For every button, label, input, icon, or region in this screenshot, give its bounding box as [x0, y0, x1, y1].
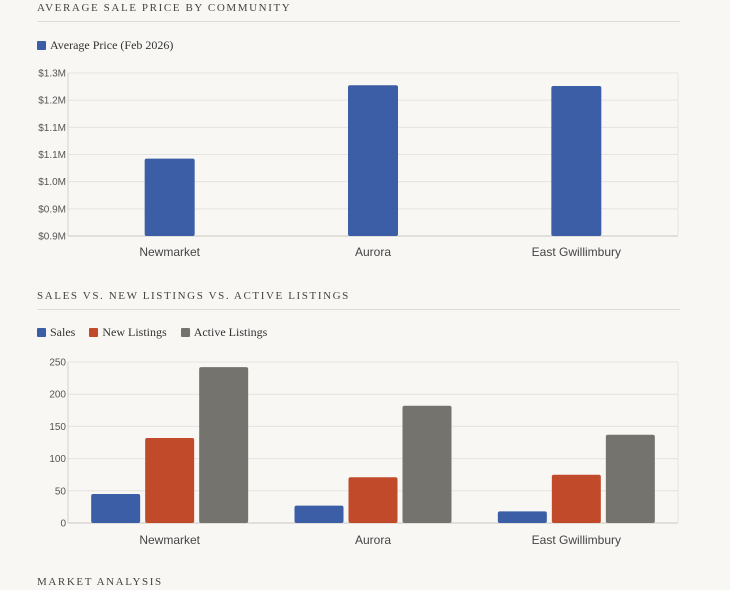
bar [551, 474, 601, 523]
y-tick-label: $1.1M [38, 150, 66, 161]
bar [402, 405, 452, 523]
bar [605, 434, 655, 523]
legend-item: New Listings [89, 325, 167, 340]
y-tick-label: $0.9M [38, 204, 66, 215]
legend-swatch [37, 41, 46, 50]
y-tick-label: $1.3M [38, 69, 66, 80]
legend-swatch [180, 328, 190, 337]
y-tick-label: 200 [49, 390, 66, 401]
y-tick-label: $1.1M [38, 123, 66, 134]
bar [91, 494, 141, 523]
sales-chart-legend: Sales New Listings Active Listings [37, 325, 267, 340]
market-analysis-title: MARKET ANALYSIS [37, 576, 163, 588]
bar [497, 511, 547, 523]
x-tick-label: East Gwillimbury [532, 533, 621, 547]
x-tick-label: Aurora [355, 245, 391, 259]
x-tick-label: Newmarket [139, 533, 200, 547]
sales-bar-chart: 0 50 100 150 200 250 Newmarket Aurora East Gwill… [49, 358, 679, 547]
legend-label: Active Listings [193, 325, 268, 339]
legend-item: Sales [37, 325, 75, 340]
y-tick-label: $1.0M [38, 177, 66, 188]
legend-swatch [89, 328, 99, 337]
x-tick-label: Aurora [355, 533, 391, 547]
bar [348, 85, 398, 236]
y-tick-label: 250 [49, 358, 66, 369]
legend-label: Sales [50, 325, 76, 339]
sales-chart-title: SALES VS. NEW LISTINGS VS. ACTIVE LISTIN… [37, 290, 350, 302]
y-tick-label: $0.9M [38, 232, 66, 243]
x-tick-label: Newmarket [139, 245, 200, 259]
price-bar-chart: $0.9M $0.9M $1.0M $1.1M $1.1M $1.2M $1.3M Newma… [38, 69, 679, 259]
bar [294, 505, 344, 523]
legend-swatch [37, 328, 46, 337]
bar [199, 367, 249, 523]
y-tick-label: 0 [60, 519, 66, 530]
y-tick-label: 150 [49, 422, 66, 433]
price-chart-title: AVERAGE SALE PRICE BY COMMUNITY [37, 2, 292, 14]
legend-label: New Listings [102, 325, 167, 339]
bar [348, 477, 398, 523]
price-chart-legend: Average Price (Feb 2026) [37, 38, 173, 53]
x-tick-label: East Gwillimbury [532, 245, 621, 259]
y-tick-label: $1.2M [38, 96, 66, 107]
y-tick-label: 100 [49, 454, 66, 465]
price-title-divider [37, 21, 680, 22]
legend-label: Average Price (Feb 2026) [50, 38, 174, 52]
bar [145, 437, 195, 523]
y-tick-label: 50 [55, 486, 67, 497]
legend-item: Average Price (Feb 2026) [37, 38, 173, 53]
legend-item: Active Listings [180, 325, 268, 340]
bar [551, 86, 602, 236]
bar [144, 158, 195, 236]
sales-title-divider [37, 309, 680, 310]
